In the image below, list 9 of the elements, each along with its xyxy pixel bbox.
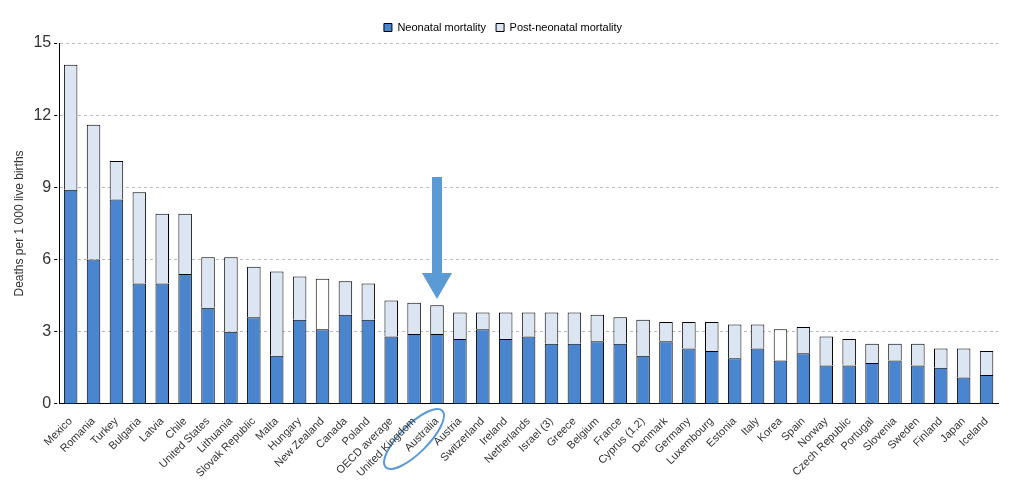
y-tick-label: 6 [42, 249, 52, 267]
y-tick-label: 12 [33, 105, 52, 123]
y-tick-label: 0 [42, 394, 52, 412]
legend-label: Post-neonatal mortality [509, 20, 623, 33]
y-axis-title: Deaths per 1 000 live births [11, 150, 26, 297]
legend-label: Neonatal mortality [397, 20, 487, 33]
y-tick-label: 3 [42, 322, 52, 340]
y-tick-label: 15 [33, 33, 52, 51]
y-tick-label: 9 [42, 177, 52, 195]
